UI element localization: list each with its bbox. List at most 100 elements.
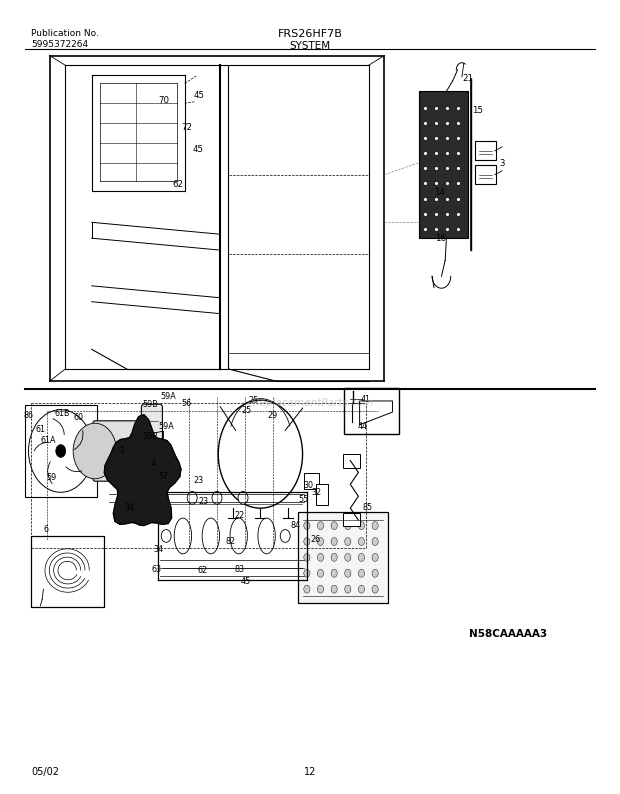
Circle shape xyxy=(304,585,310,593)
FancyBboxPatch shape xyxy=(316,484,328,505)
Circle shape xyxy=(317,585,324,593)
Circle shape xyxy=(372,522,378,530)
FancyBboxPatch shape xyxy=(475,165,496,184)
Circle shape xyxy=(317,522,324,530)
Circle shape xyxy=(218,400,303,508)
Circle shape xyxy=(372,569,378,577)
Text: 4: 4 xyxy=(151,459,156,468)
FancyBboxPatch shape xyxy=(141,404,162,486)
FancyBboxPatch shape xyxy=(25,405,97,497)
Text: 59: 59 xyxy=(46,473,57,483)
FancyBboxPatch shape xyxy=(475,141,496,160)
Text: 23: 23 xyxy=(198,497,208,507)
Circle shape xyxy=(345,585,351,593)
Text: 45: 45 xyxy=(192,145,203,155)
Circle shape xyxy=(187,491,197,504)
Text: 45: 45 xyxy=(241,576,250,586)
Circle shape xyxy=(304,538,310,545)
Text: 62: 62 xyxy=(197,566,207,576)
Text: 29: 29 xyxy=(268,411,278,421)
Text: 5995372264: 5995372264 xyxy=(31,40,88,48)
Text: 15: 15 xyxy=(472,106,484,115)
Ellipse shape xyxy=(258,518,275,554)
FancyBboxPatch shape xyxy=(343,513,360,526)
Text: 3: 3 xyxy=(499,159,505,168)
Circle shape xyxy=(331,522,337,530)
Text: 59B: 59B xyxy=(143,432,158,441)
Text: 83: 83 xyxy=(234,565,244,574)
Text: 25: 25 xyxy=(248,396,259,406)
Text: 59A: 59A xyxy=(160,392,175,402)
Text: 84: 84 xyxy=(290,521,300,530)
Circle shape xyxy=(358,553,365,561)
Text: 61A: 61A xyxy=(40,436,56,445)
Text: 45: 45 xyxy=(194,91,205,100)
Text: 23: 23 xyxy=(193,476,203,485)
Circle shape xyxy=(29,410,93,492)
Circle shape xyxy=(372,538,378,545)
FancyBboxPatch shape xyxy=(304,473,319,489)
Text: 57: 57 xyxy=(158,472,169,481)
Circle shape xyxy=(317,569,324,577)
Text: 61B: 61B xyxy=(55,409,70,418)
Circle shape xyxy=(358,522,365,530)
Circle shape xyxy=(331,569,337,577)
Text: 34: 34 xyxy=(124,503,134,512)
Text: 21: 21 xyxy=(462,74,473,83)
FancyBboxPatch shape xyxy=(343,454,360,468)
Text: eReplacementParts.com: eReplacementParts.com xyxy=(246,399,374,408)
Text: Publication No.: Publication No. xyxy=(31,29,99,38)
Text: 55: 55 xyxy=(298,495,309,504)
Circle shape xyxy=(331,538,337,545)
Circle shape xyxy=(358,585,365,593)
Circle shape xyxy=(372,553,378,561)
Circle shape xyxy=(317,553,324,561)
Text: SYSTEM: SYSTEM xyxy=(290,41,330,52)
Circle shape xyxy=(331,553,337,561)
Text: 32: 32 xyxy=(312,488,322,497)
Text: 16: 16 xyxy=(435,234,446,244)
Text: 70: 70 xyxy=(158,96,169,106)
Text: 05/02: 05/02 xyxy=(31,766,59,777)
Circle shape xyxy=(73,423,117,479)
Circle shape xyxy=(304,522,310,530)
Circle shape xyxy=(345,569,351,577)
Polygon shape xyxy=(104,414,181,526)
Circle shape xyxy=(358,538,365,545)
Circle shape xyxy=(161,530,171,542)
Text: 25: 25 xyxy=(242,406,252,415)
Circle shape xyxy=(345,522,351,530)
Circle shape xyxy=(212,491,222,504)
Circle shape xyxy=(304,569,310,577)
Text: 30: 30 xyxy=(304,481,314,491)
Text: 62: 62 xyxy=(172,179,184,189)
Text: 14: 14 xyxy=(434,187,445,197)
Circle shape xyxy=(56,445,66,457)
Text: N58CAAAAA3: N58CAAAAA3 xyxy=(469,629,547,639)
Circle shape xyxy=(358,569,365,577)
Circle shape xyxy=(238,491,248,504)
Text: 41: 41 xyxy=(361,395,371,404)
FancyBboxPatch shape xyxy=(298,512,388,603)
Text: 59B: 59B xyxy=(143,400,158,410)
Text: 61: 61 xyxy=(36,425,46,434)
Text: 86: 86 xyxy=(24,411,33,421)
FancyBboxPatch shape xyxy=(418,91,468,238)
Text: 72: 72 xyxy=(181,123,192,133)
Text: 12: 12 xyxy=(304,766,316,777)
Text: 34: 34 xyxy=(154,545,164,554)
FancyBboxPatch shape xyxy=(31,536,104,607)
Text: 82: 82 xyxy=(225,537,235,546)
Text: 60: 60 xyxy=(73,413,83,422)
Text: 56: 56 xyxy=(181,399,191,408)
Text: 59A: 59A xyxy=(158,422,174,431)
Text: 44: 44 xyxy=(358,422,368,431)
Text: FRS26HF7B: FRS26HF7B xyxy=(278,29,342,40)
Ellipse shape xyxy=(174,518,192,554)
Text: 63: 63 xyxy=(152,565,162,574)
Text: 1: 1 xyxy=(119,445,124,455)
Circle shape xyxy=(345,538,351,545)
Circle shape xyxy=(317,538,324,545)
Ellipse shape xyxy=(230,518,247,554)
Text: 26: 26 xyxy=(310,534,320,544)
